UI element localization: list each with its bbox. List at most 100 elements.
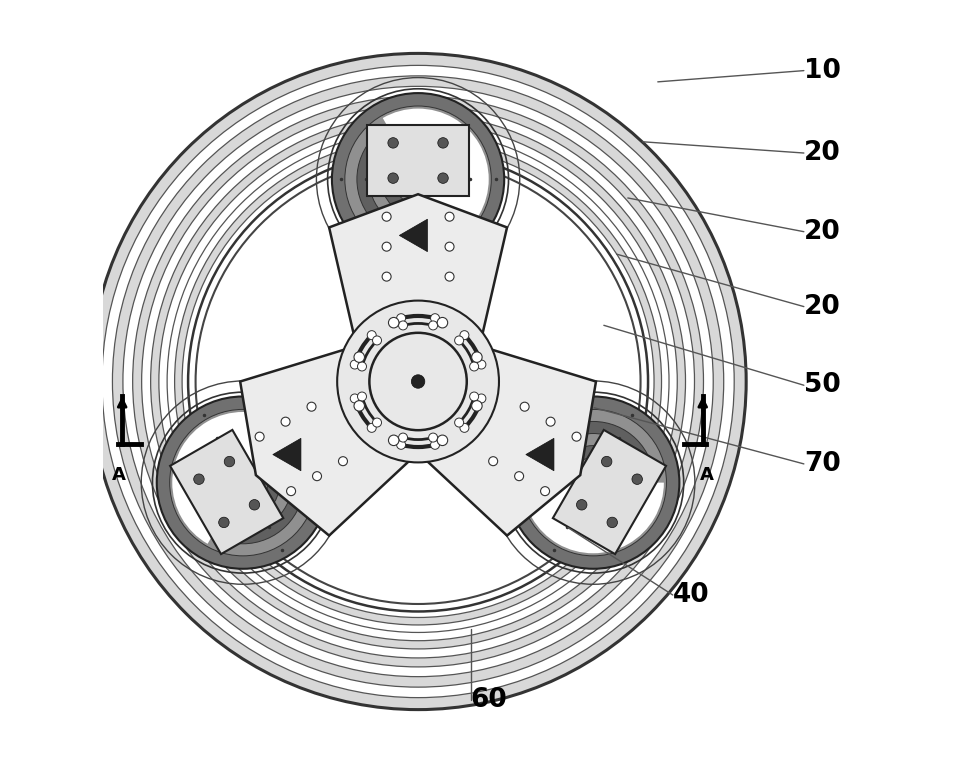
Circle shape bbox=[428, 321, 438, 330]
Circle shape bbox=[194, 474, 205, 485]
Text: A: A bbox=[112, 466, 125, 485]
Circle shape bbox=[568, 458, 619, 507]
Circle shape bbox=[358, 392, 366, 401]
Circle shape bbox=[350, 360, 359, 369]
Circle shape bbox=[194, 433, 292, 532]
Circle shape bbox=[255, 432, 264, 441]
Circle shape bbox=[225, 456, 235, 467]
Circle shape bbox=[469, 392, 479, 401]
Circle shape bbox=[445, 242, 454, 251]
Circle shape bbox=[430, 440, 440, 449]
Text: 20: 20 bbox=[804, 219, 840, 245]
Circle shape bbox=[399, 433, 407, 442]
Polygon shape bbox=[240, 195, 596, 536]
Circle shape bbox=[250, 500, 260, 510]
Polygon shape bbox=[367, 124, 469, 196]
Circle shape bbox=[381, 142, 455, 216]
Circle shape bbox=[438, 137, 448, 148]
Circle shape bbox=[313, 472, 321, 481]
Circle shape bbox=[358, 362, 366, 371]
Circle shape bbox=[572, 432, 581, 441]
Circle shape bbox=[218, 458, 268, 507]
Circle shape bbox=[428, 433, 438, 442]
Circle shape bbox=[514, 472, 524, 481]
Circle shape bbox=[388, 317, 399, 328]
Circle shape bbox=[345, 106, 491, 253]
Circle shape bbox=[382, 242, 391, 251]
Circle shape bbox=[445, 212, 454, 221]
Circle shape bbox=[430, 314, 440, 323]
Circle shape bbox=[350, 394, 359, 403]
Wedge shape bbox=[133, 96, 704, 667]
Wedge shape bbox=[151, 114, 685, 649]
Circle shape bbox=[388, 435, 399, 446]
Polygon shape bbox=[272, 438, 301, 471]
Circle shape bbox=[437, 435, 447, 446]
Circle shape bbox=[369, 130, 467, 228]
Circle shape bbox=[382, 272, 391, 281]
Wedge shape bbox=[172, 412, 314, 544]
Text: 10: 10 bbox=[804, 58, 840, 84]
Circle shape bbox=[307, 402, 316, 411]
Polygon shape bbox=[553, 430, 666, 554]
Circle shape bbox=[281, 417, 290, 427]
Wedge shape bbox=[175, 138, 662, 625]
Circle shape bbox=[455, 418, 464, 427]
Circle shape bbox=[544, 433, 642, 532]
Text: 60: 60 bbox=[470, 687, 508, 713]
Text: A: A bbox=[700, 466, 713, 485]
Circle shape bbox=[576, 500, 587, 510]
Circle shape bbox=[607, 517, 618, 528]
Circle shape bbox=[477, 394, 486, 403]
Polygon shape bbox=[400, 219, 427, 252]
Circle shape bbox=[601, 456, 612, 467]
Circle shape bbox=[357, 118, 479, 240]
Circle shape bbox=[354, 401, 364, 411]
Text: 40: 40 bbox=[673, 582, 709, 608]
Circle shape bbox=[397, 314, 405, 323]
Circle shape bbox=[388, 137, 399, 148]
Circle shape bbox=[337, 301, 499, 462]
Polygon shape bbox=[170, 430, 283, 554]
Text: 20: 20 bbox=[804, 140, 840, 166]
Circle shape bbox=[520, 402, 529, 411]
Circle shape bbox=[397, 440, 405, 449]
Wedge shape bbox=[113, 76, 724, 687]
Circle shape bbox=[367, 330, 377, 340]
Wedge shape bbox=[90, 53, 747, 710]
Circle shape bbox=[477, 360, 486, 369]
Circle shape bbox=[460, 330, 468, 340]
Circle shape bbox=[219, 517, 229, 528]
Wedge shape bbox=[523, 421, 663, 553]
Circle shape bbox=[367, 423, 377, 433]
Circle shape bbox=[373, 418, 381, 427]
Circle shape bbox=[445, 272, 454, 281]
Circle shape bbox=[373, 336, 381, 345]
Circle shape bbox=[411, 375, 424, 388]
Polygon shape bbox=[526, 438, 554, 471]
Text: 50: 50 bbox=[804, 372, 840, 398]
Circle shape bbox=[489, 457, 498, 465]
Circle shape bbox=[332, 93, 504, 266]
Circle shape bbox=[382, 212, 391, 221]
Circle shape bbox=[460, 423, 468, 433]
Circle shape bbox=[455, 336, 464, 345]
Circle shape bbox=[388, 173, 399, 183]
Circle shape bbox=[354, 352, 364, 362]
Circle shape bbox=[438, 173, 448, 183]
Circle shape bbox=[206, 446, 280, 520]
Circle shape bbox=[546, 417, 555, 427]
Circle shape bbox=[157, 397, 329, 568]
Circle shape bbox=[287, 487, 295, 496]
Circle shape bbox=[169, 410, 316, 556]
Circle shape bbox=[469, 362, 479, 371]
Wedge shape bbox=[382, 108, 489, 250]
Circle shape bbox=[532, 421, 655, 544]
Circle shape bbox=[507, 397, 680, 568]
Circle shape bbox=[90, 53, 747, 710]
Circle shape bbox=[520, 410, 666, 556]
Circle shape bbox=[338, 457, 347, 465]
Circle shape bbox=[399, 321, 407, 330]
Circle shape bbox=[556, 446, 630, 520]
Circle shape bbox=[471, 401, 482, 411]
